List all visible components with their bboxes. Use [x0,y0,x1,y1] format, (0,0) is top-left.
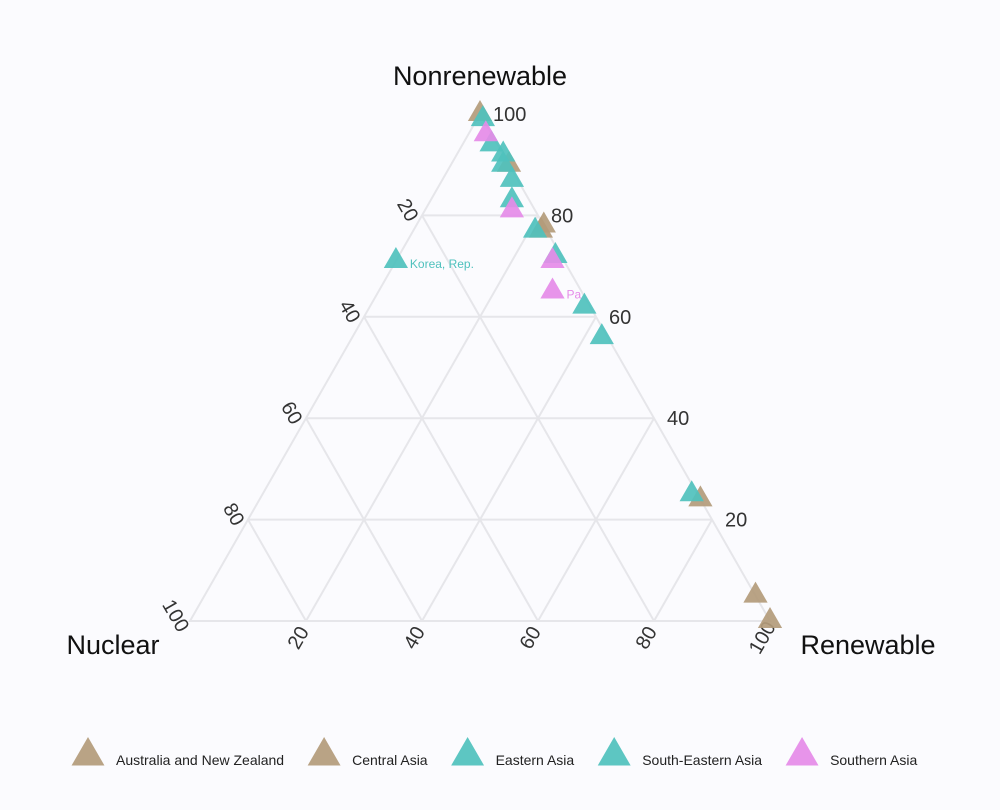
legend-swatch [785,737,819,766]
legend-label: Eastern Asia [496,752,575,768]
data-point [522,216,548,238]
legend-label: Australia and New Zealand [116,752,284,768]
data-point [572,292,597,314]
data-point [743,581,768,603]
tick-nonrenewable-100: 100 [493,104,526,126]
tick-renewable-20: 20 [284,623,314,653]
data-point [473,120,498,142]
data-point [470,105,496,127]
legend-label: Southern Asia [830,752,917,768]
grid [188,111,772,622]
data-point [499,165,525,187]
legend-label: Central Asia [352,752,428,768]
triangle-outline [188,111,772,622]
data-point [540,277,565,299]
tick-nonrenewable-80: 80 [551,205,573,227]
data-point [499,196,525,218]
top-axis-label: Nonrenewable [393,61,567,91]
left-axis-label: Nuclear [66,630,159,660]
grid-line-nuclear-60 [305,417,423,622]
tick-renewable-60: 60 [516,623,546,653]
point-label: Pa [567,287,582,301]
tick-nonrenewable-60: 60 [609,307,631,329]
right-axis-label: Renewable [800,630,935,660]
data-points: Korea, Rep. Pa [383,100,783,628]
legend-swatch [451,737,485,766]
legend-swatch [597,737,631,766]
legend-swatch [307,737,341,766]
data-point [679,480,704,502]
tick-nonrenewable-40: 40 [667,408,689,430]
tick-nonrenewable-20: 20 [725,510,747,532]
legend-label: South-Eastern Asia [642,752,762,768]
tick-nuclear-100: 100 [157,596,193,636]
grid-line-renewable-80 [653,519,713,622]
legend: Australia and New Zealand Central Asia Eas… [71,737,917,768]
point-label: Korea, Rep. [410,257,474,271]
data-point [540,247,565,269]
grid-line-nuclear-40 [363,316,539,622]
grid-line-renewable-40 [421,316,597,622]
data-point [383,247,409,269]
tick-renewable-80: 80 [632,623,662,653]
data-point [589,323,614,345]
tick-renewable-40: 40 [400,623,430,653]
grid-line-renewable-60 [537,417,655,622]
grid-line-nuclear-80 [247,519,307,622]
data-point [757,607,783,628]
data-point [491,150,516,172]
legend-swatch [71,737,105,766]
